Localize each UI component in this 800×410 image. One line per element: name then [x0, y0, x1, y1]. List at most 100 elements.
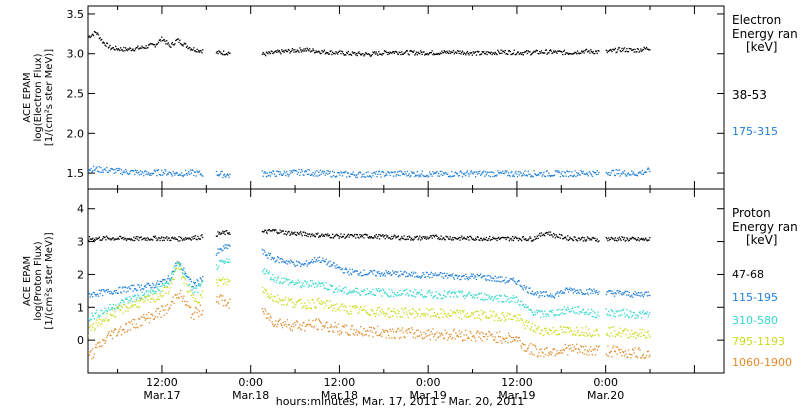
proton-point-795-1193	[618, 332, 620, 334]
proton-point-795-1193	[630, 335, 632, 337]
proton-point-795-1193	[488, 317, 490, 319]
proton-point-795-1193	[545, 327, 547, 329]
proton-point-795-1193	[640, 335, 642, 338]
proton-point-795-1193	[202, 290, 204, 292]
proton-point-310-580	[120, 299, 123, 302]
electron-point-38-53	[326, 52, 328, 54]
proton-point-115-195	[401, 273, 403, 275]
electron-point-175-315	[466, 170, 469, 172]
proton-point-795-1193	[111, 315, 113, 317]
electron-point-175-315	[563, 171, 566, 173]
proton-point-115-195	[493, 280, 496, 282]
proton-point-1060-1900	[149, 317, 151, 320]
electron-point-175-315	[327, 173, 329, 175]
proton-point-310-580	[280, 282, 282, 284]
proton-point-310-580	[295, 282, 297, 284]
proton-point-115-195	[467, 279, 469, 281]
proton-point-795-1193	[188, 285, 190, 287]
electron-point-175-315	[436, 171, 438, 173]
proton-point-115-195	[490, 277, 492, 279]
electron-point-175-315	[88, 170, 90, 172]
proton-point-795-1193	[641, 329, 644, 331]
electron-point-175-315	[512, 175, 514, 177]
proton-point-115-195	[529, 287, 531, 289]
electron-point-38-53	[535, 50, 537, 52]
electron-point-38-53	[162, 40, 164, 42]
proton-legend-series-3: 795-1193	[732, 335, 785, 348]
electron-point-175-315	[273, 170, 275, 173]
proton-point-310-580	[202, 280, 204, 283]
proton-point-795-1193	[314, 306, 316, 308]
proton-data-points	[88, 229, 651, 360]
proton-point-1060-1900	[322, 325, 324, 327]
electron-point-38-53	[196, 48, 198, 50]
electron-point-38-53	[129, 47, 132, 50]
proton-legend-series-1: 115-195	[732, 291, 778, 304]
electron-point-175-315	[419, 174, 421, 176]
proton-point-115-195	[316, 260, 318, 262]
proton-point-47-68	[537, 237, 539, 239]
proton-point-795-1193	[480, 309, 483, 312]
electron-point-38-53	[137, 45, 139, 47]
proton-point-115-195	[459, 278, 461, 281]
electron-point-38-53	[424, 53, 427, 55]
proton-point-115-195	[380, 273, 382, 275]
electron-point-38-53	[178, 41, 180, 43]
electron-point-38-53	[644, 48, 646, 50]
proton-point-115-195	[533, 294, 535, 296]
proton-point-1060-1900	[327, 331, 330, 333]
proton-point-47-68	[342, 235, 344, 238]
proton-point-47-68	[451, 239, 453, 241]
proton-point-310-580	[141, 291, 143, 294]
proton-point-47-68	[129, 239, 132, 241]
proton-point-795-1193	[566, 327, 568, 329]
proton-point-310-580	[450, 292, 452, 294]
proton-point-310-580	[535, 309, 538, 311]
proton-point-1060-1900	[350, 328, 352, 330]
electron-point-38-53	[454, 51, 456, 53]
proton-point-795-1193	[356, 306, 358, 308]
electron-point-175-315	[576, 172, 578, 174]
electron-point-175-315	[628, 174, 630, 176]
proton-point-115-195	[130, 284, 132, 287]
proton-point-1060-1900	[480, 331, 483, 333]
electron-point-175-315	[466, 171, 468, 174]
electron-point-38-53	[221, 52, 223, 55]
proton-point-310-580	[574, 306, 576, 308]
proton-point-1060-1900	[517, 337, 520, 339]
electron-point-175-315	[90, 167, 92, 170]
proton-point-47-68	[123, 238, 125, 241]
proton-point-115-195	[111, 292, 113, 294]
proton-point-47-68	[99, 239, 101, 241]
proton-point-47-68	[103, 236, 105, 239]
proton-point-115-195	[298, 261, 300, 263]
proton-point-795-1193	[446, 316, 448, 318]
proton-point-47-68	[637, 237, 639, 239]
electron-point-175-315	[407, 174, 409, 176]
electron-point-38-53	[573, 52, 575, 54]
proton-point-795-1193	[510, 318, 512, 320]
proton-point-47-68	[94, 239, 96, 241]
proton-point-115-195	[303, 264, 305, 266]
proton-point-310-580	[136, 297, 138, 299]
proton-point-47-68	[223, 231, 226, 233]
proton-point-47-68	[582, 240, 584, 242]
proton-point-47-68	[138, 239, 140, 241]
proton-point-795-1193	[143, 295, 146, 298]
electron-point-175-315	[127, 173, 129, 175]
electron-point-38-53	[408, 54, 410, 56]
electron-point-38-53	[187, 47, 189, 50]
proton-point-310-580	[640, 312, 642, 315]
proton-point-115-195	[641, 294, 644, 296]
proton-point-115-195	[297, 261, 299, 263]
proton-point-310-580	[333, 291, 335, 294]
proton-point-115-195	[549, 293, 552, 295]
proton-point-47-68	[490, 238, 492, 241]
proton-point-1060-1900	[452, 337, 454, 339]
proton-point-795-1193	[148, 295, 151, 297]
electron-point-38-53	[572, 53, 575, 55]
proton-point-115-195	[199, 277, 201, 279]
electron-point-175-315	[548, 172, 550, 174]
proton-point-795-1193	[348, 313, 350, 315]
proton-point-115-195	[225, 247, 227, 249]
